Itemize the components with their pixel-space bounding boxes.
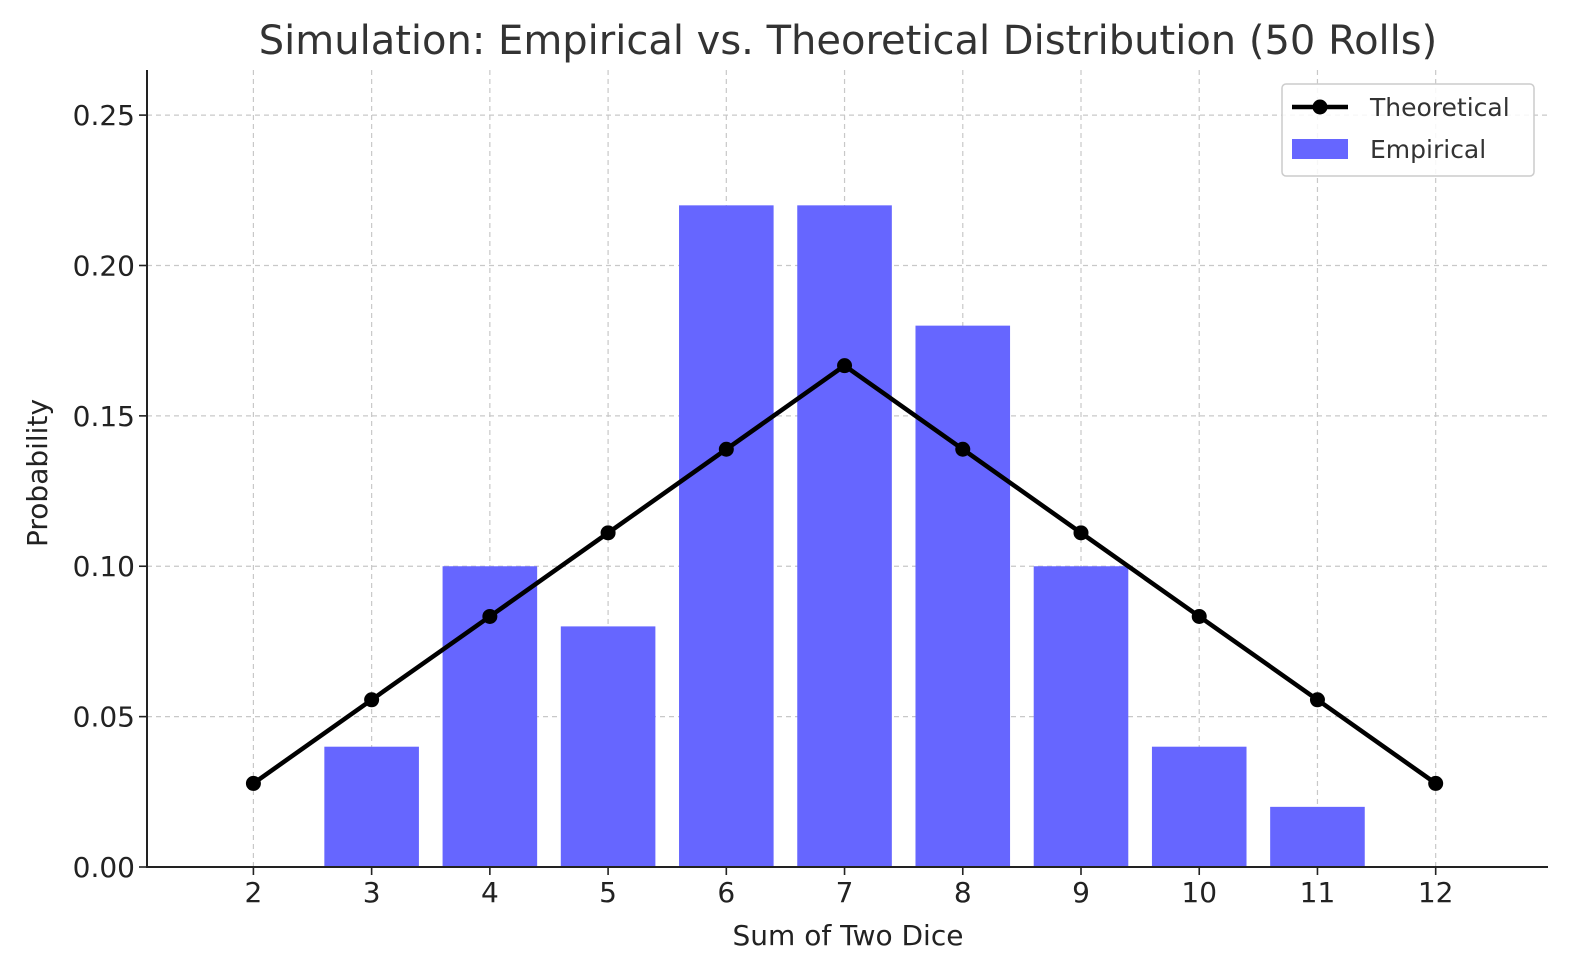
x-ticks: 2 3 4 5 6 7 8 9 10 11 12 [244,867,1454,909]
bar-7 [797,205,892,868]
x-tick-label-6: 6 [717,876,735,909]
x-tick-label-10: 10 [1181,876,1217,909]
y-axis-label: Probability [21,399,54,547]
y-tick-label-0.25: 0.25 [73,99,135,132]
point-11 [1309,692,1325,708]
x-tick-label-4: 4 [481,876,499,909]
point-4 [482,608,498,624]
x-tick-label-3: 3 [363,876,381,909]
empirical-bars [324,205,1365,868]
theoretical-line [245,358,1444,791]
y-tick-label-0.15: 0.15 [73,400,135,433]
point-7 [837,358,853,374]
x-tick-label-7: 7 [836,876,854,909]
bar-5 [560,626,656,867]
axes [146,70,1548,868]
y-tick-label-0.00: 0.00 [73,851,135,884]
chart-title: Simulation: Empirical vs. Theoretical Di… [259,18,1437,64]
legend-empirical-swatch [1292,139,1348,159]
y-tick-label-0.05: 0.05 [73,701,135,734]
legend-theoretical-marker [1312,99,1328,115]
point-3 [364,692,380,708]
x-tick-label-11: 11 [1300,876,1336,909]
x-tick-label-5: 5 [599,876,617,909]
legend-empirical-label: Empirical [1370,135,1486,164]
y-tick-label-0.20: 0.20 [73,249,135,282]
point-12 [1428,775,1444,791]
point-9 [1073,525,1089,541]
x-tick-label-9: 9 [1072,876,1090,909]
bar-9 [1033,566,1129,867]
bar-6 [679,205,774,868]
legend-theoretical-label: Theoretical [1369,93,1510,122]
point-5 [600,525,616,541]
x-tick-label-12: 12 [1418,876,1454,909]
point-8 [955,441,971,457]
y-tick-label-0.10: 0.10 [73,550,135,583]
x-axis-label: Sum of Two Dice [733,919,964,952]
point-6 [718,441,734,457]
bar-3 [324,746,419,867]
bar-11 [1270,806,1365,867]
legend: Theoretical Empirical [1281,83,1535,177]
bar-8 [915,325,1011,868]
y-ticks: 0.00 0.05 0.10 0.15 0.20 0.25 [73,99,147,884]
x-tick-label-8: 8 [954,876,972,909]
bar-10 [1151,746,1247,867]
point-10 [1191,608,1207,624]
point-2 [245,775,261,791]
x-tick-label-2: 2 [244,876,262,909]
